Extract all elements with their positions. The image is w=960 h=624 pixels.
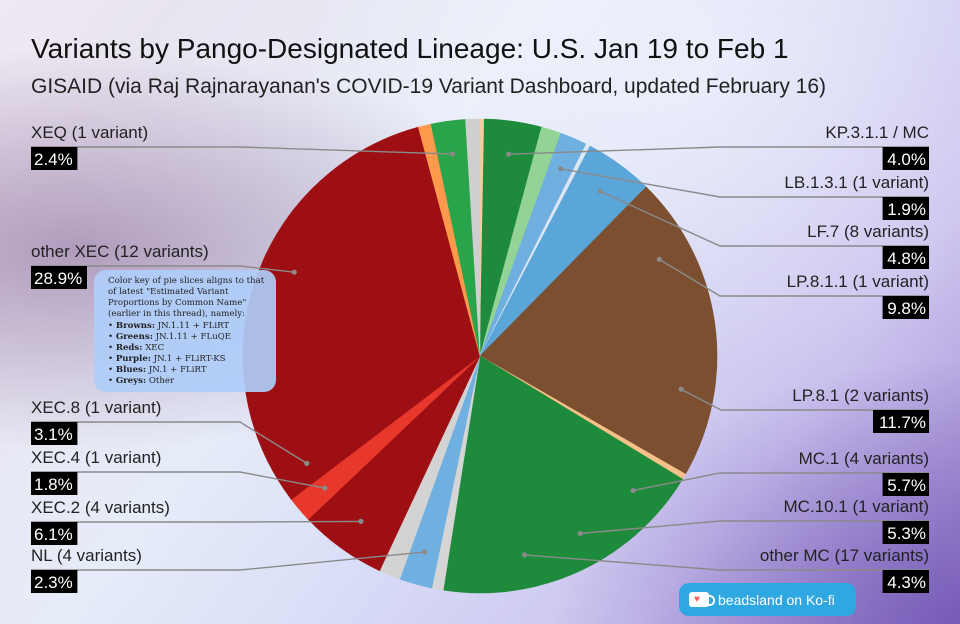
leader-line bbox=[560, 168, 929, 198]
leader-line bbox=[580, 520, 929, 535]
leader-dot bbox=[656, 256, 663, 262]
value-chip bbox=[873, 410, 929, 433]
leader-dot bbox=[630, 487, 636, 494]
value-chip bbox=[31, 147, 78, 170]
leader-line bbox=[31, 551, 425, 571]
slice-value: 4.8% bbox=[887, 249, 926, 268]
slice-label: XEC.8 (1 variant) bbox=[31, 398, 161, 417]
color-key-item: Greens: JN.1.11 + FLuQE bbox=[108, 332, 268, 343]
kofi-button[interactable]: ♥ beadsland on Ko-fi bbox=[679, 583, 856, 616]
value-chip bbox=[882, 147, 929, 170]
slice-value: 5.7% bbox=[887, 476, 926, 495]
pie-slice bbox=[242, 126, 481, 462]
leader-line bbox=[31, 146, 453, 155]
color-key-item: Blues: JN.1 + FLiRT bbox=[108, 365, 268, 376]
slice-label: LP.8.1 (2 variants) bbox=[792, 386, 929, 405]
leader-line bbox=[599, 190, 929, 247]
slice-label: MC.1 (4 variants) bbox=[799, 449, 929, 468]
value-chip bbox=[882, 296, 929, 319]
slice-label: other XEC (12 variants) bbox=[31, 242, 209, 261]
slice-value: 3.1% bbox=[34, 425, 73, 444]
color-key-intro: Color key of pie slices aligns to that o… bbox=[108, 276, 265, 319]
leader-line bbox=[31, 421, 308, 464]
slice-label: XEC.4 (1 variant) bbox=[31, 448, 161, 467]
slice-value: 4.0% bbox=[887, 150, 926, 169]
leader-dot bbox=[506, 151, 512, 157]
pie-slice bbox=[465, 118, 481, 357]
slice-label: XEC.2 (4 variants) bbox=[31, 498, 170, 517]
color-key-item: Purple: JN.1 + FLiRT-KS bbox=[108, 354, 268, 365]
leader-dot bbox=[678, 386, 684, 392]
leader-dot bbox=[304, 460, 310, 466]
slice-label: NL (4 variants) bbox=[31, 546, 142, 565]
slice-value: 1.8% bbox=[34, 475, 73, 494]
leader-dot bbox=[521, 552, 528, 558]
color-key-note: Color key of pie slices aligns to that o… bbox=[94, 270, 276, 392]
color-key-item: Browns: JN.1.11 + FLiRT bbox=[108, 321, 268, 332]
value-chip bbox=[882, 473, 929, 496]
leader-line bbox=[31, 471, 325, 489]
value-chip bbox=[31, 522, 78, 545]
slice-value: 9.8% bbox=[887, 299, 926, 318]
slice-value: 2.3% bbox=[34, 573, 73, 592]
slice-label: LP.8.1.1 (1 variant) bbox=[787, 272, 929, 291]
leader-line bbox=[508, 146, 929, 155]
value-chip bbox=[882, 570, 929, 593]
leader-dot bbox=[291, 269, 297, 275]
chart-subtitle: GISAID (via Raj Rajnarayanan's COVID-19 … bbox=[31, 75, 827, 98]
value-chip bbox=[882, 521, 929, 544]
slice-label: KP.3.1.1 / MC bbox=[825, 123, 929, 142]
slice-label: other MC (17 variants) bbox=[760, 546, 929, 565]
slice-value: 6.1% bbox=[34, 525, 73, 544]
slice-value: 2.4% bbox=[34, 150, 73, 169]
leader-dot bbox=[358, 518, 364, 525]
leader-line bbox=[524, 554, 929, 571]
leader-line bbox=[31, 520, 361, 523]
value-chip bbox=[31, 570, 78, 593]
leader-dot bbox=[450, 151, 456, 157]
color-key-list: Browns: JN.1.11 + FLiRT Greens: JN.1.11 … bbox=[108, 321, 268, 387]
slice-value: 4.3% bbox=[887, 573, 926, 592]
value-chip bbox=[31, 472, 78, 495]
leader-dot bbox=[322, 485, 328, 491]
color-key-item: Greys: Other bbox=[108, 376, 268, 387]
leader-dot bbox=[597, 188, 603, 194]
kofi-label: beadsland on Ko-fi bbox=[718, 591, 835, 608]
ko-fi-cup-icon: ♥ bbox=[689, 592, 715, 607]
value-chip bbox=[31, 422, 78, 445]
value-chip bbox=[882, 197, 929, 220]
leader-line bbox=[659, 258, 929, 297]
chart-title: Variants by Pango-Designated Lineage: U.… bbox=[31, 33, 789, 64]
pie-slice bbox=[479, 186, 713, 357]
slice-labels: KP.3.1.1 / MC 4.0% LB.1.3.1 (1 variant) 1.9… bbox=[31, 123, 929, 593]
slice-label: XEQ (1 variant) bbox=[31, 123, 148, 142]
slice-value: 5.3% bbox=[887, 524, 926, 543]
slice-label: LB.1.3.1 (1 variant) bbox=[784, 173, 929, 192]
slice-value: 11.7% bbox=[879, 413, 926, 432]
leader-dot bbox=[558, 166, 564, 172]
slice-label: LF.7 (8 variants) bbox=[807, 222, 929, 241]
pie-slices bbox=[242, 118, 718, 594]
leader-line bbox=[633, 472, 929, 492]
leader-lines bbox=[31, 146, 929, 571]
value-chip bbox=[31, 266, 87, 289]
leader-line bbox=[680, 388, 929, 411]
slice-label: MC.10.1 (1 variant) bbox=[784, 497, 930, 516]
leader-dot bbox=[577, 530, 583, 537]
color-key-item: Reds: XEC bbox=[108, 343, 268, 354]
slice-value: 28.9% bbox=[34, 269, 82, 288]
leader-line bbox=[31, 265, 295, 273]
pie-slice bbox=[479, 309, 718, 475]
leader-dot bbox=[422, 549, 428, 555]
value-chip bbox=[882, 246, 929, 269]
slice-value: 1.9% bbox=[887, 200, 926, 219]
